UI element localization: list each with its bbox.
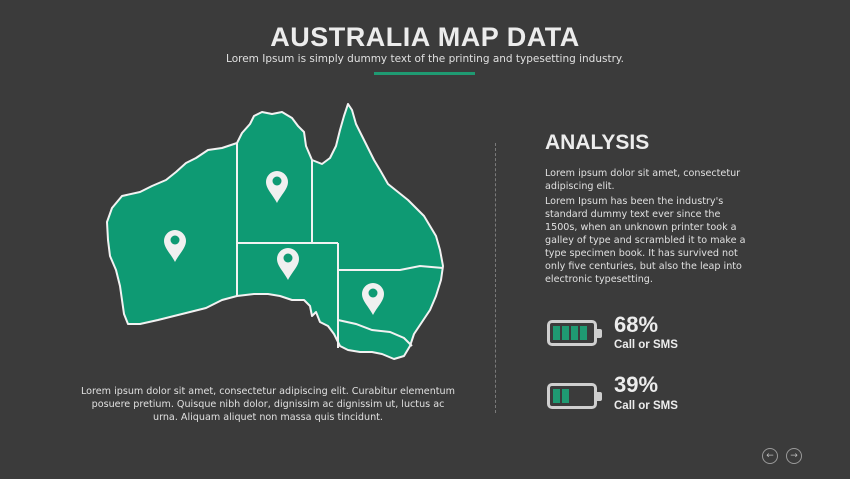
stat-value: 68% <box>614 312 659 337</box>
pin-hole <box>272 176 282 186</box>
page-title: AUSTRALIA MAP DATA <box>270 22 580 52</box>
stat-value: 39% <box>614 372 659 397</box>
battery-icon <box>547 320 602 346</box>
analysis-title: ANALYSIS <box>545 131 650 154</box>
analysis-paragraph-2: Lorem Ipsum has been the industry's stan… <box>545 196 746 285</box>
border-qld-nsw <box>338 264 444 271</box>
analysis-paragraph-1: Lorem ipsum dolor sit amet, consectetur … <box>545 168 741 192</box>
page-subtitle: Lorem Ipsum is simply dummy text of the … <box>226 53 624 65</box>
divider <box>495 143 496 413</box>
pin-hole <box>170 235 180 245</box>
battery-icon <box>547 383 602 409</box>
arrow-right-circle-icon[interactable]: → <box>786 448 802 464</box>
pin-hole <box>283 253 293 263</box>
location-pin-icon[interactable] <box>362 283 384 315</box>
stat-label: Call or SMS <box>614 339 678 351</box>
location-pin-icon[interactable] <box>277 248 299 280</box>
location-pin-icon[interactable] <box>164 230 186 262</box>
title-underline <box>374 72 475 75</box>
map-caption: Lorem ipsum dolor sit amet, consectetur … <box>81 386 455 423</box>
map-outline <box>106 103 444 360</box>
stat-label: Call or SMS <box>614 400 678 412</box>
arrow-left-circle-icon[interactable]: ← <box>762 448 778 464</box>
border-nsw-vic <box>337 319 413 347</box>
location-pin-icon[interactable] <box>266 171 288 203</box>
pin-hole <box>368 288 378 298</box>
